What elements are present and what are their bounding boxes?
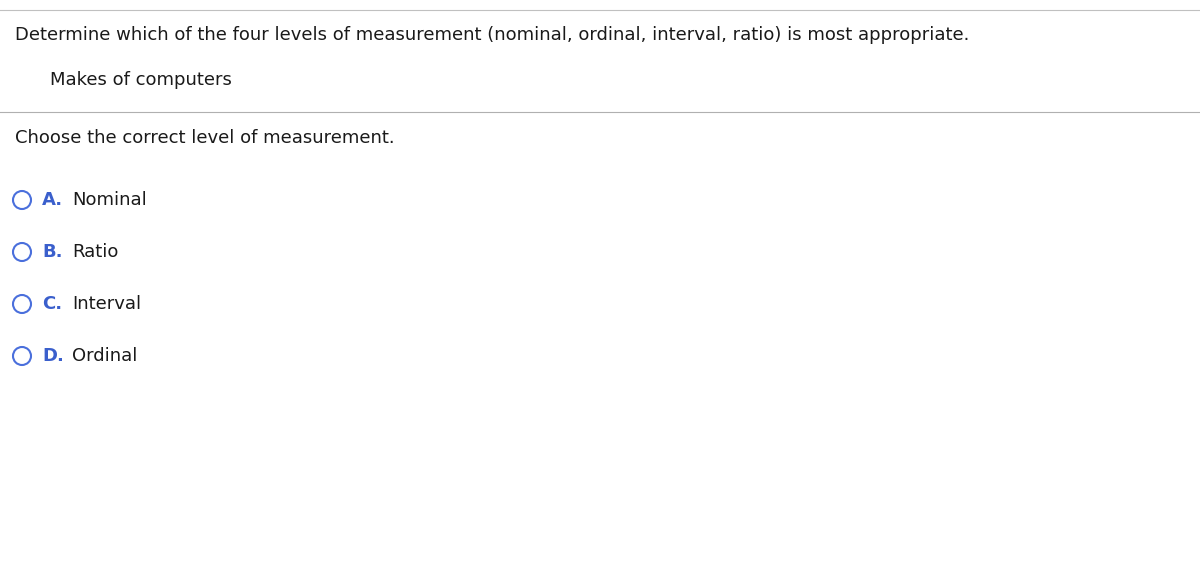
Text: Choose the correct level of measurement.: Choose the correct level of measurement.	[14, 129, 395, 147]
Text: Ratio: Ratio	[72, 243, 119, 261]
Text: Determine which of the four levels of measurement (nominal, ordinal, interval, r: Determine which of the four levels of me…	[14, 26, 970, 44]
Text: Ordinal: Ordinal	[72, 347, 137, 365]
Text: B.: B.	[42, 243, 62, 261]
Text: C.: C.	[42, 295, 62, 313]
Text: Nominal: Nominal	[72, 191, 146, 209]
Text: Makes of computers: Makes of computers	[50, 71, 232, 89]
Text: D.: D.	[42, 347, 64, 365]
Text: A.: A.	[42, 191, 64, 209]
Text: Interval: Interval	[72, 295, 142, 313]
